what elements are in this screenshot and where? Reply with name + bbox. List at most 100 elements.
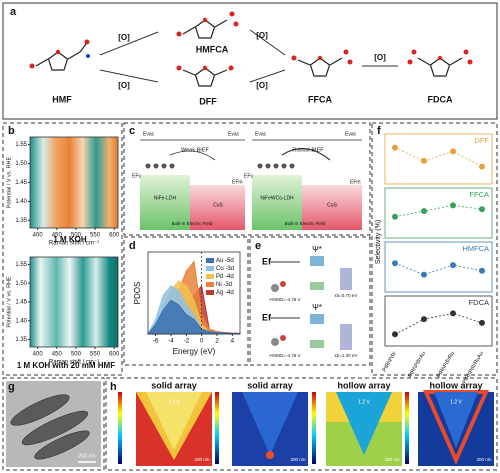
panel-frame — [2, 377, 105, 471]
selectivity-point — [392, 144, 398, 151]
raman-map — [30, 137, 118, 228]
selectivity-point — [450, 148, 456, 155]
x-tick-label: 400 — [33, 352, 44, 358]
energy-level: Evac — [255, 131, 267, 137]
y-axis-label: Selectivity (%) — [375, 220, 382, 264]
panel-frame — [105, 377, 498, 471]
selectivity-point — [392, 213, 398, 220]
subplot-frame — [384, 295, 493, 347]
scale-label: 200 nm — [384, 457, 399, 462]
legend-swatch — [206, 282, 214, 287]
series-label: FFCA — [469, 190, 489, 199]
compound-name: HMFCA — [196, 44, 229, 54]
scale-label: 200 nm — [290, 457, 305, 462]
panel-label: a — [10, 6, 17, 18]
annotation: Robust BIEF — [292, 147, 324, 153]
panel-frame — [2, 122, 123, 376]
series-label: HMFCA — [462, 244, 489, 253]
selectivity-line — [394, 312, 483, 335]
y-tick-label: 1.40 — [15, 199, 27, 205]
y-tick-label: 1.40 — [15, 318, 27, 324]
condition: 1 M KOH with 20 mM HMF — [17, 361, 115, 370]
y-tick-label: 1.55 — [15, 142, 27, 148]
legend-label: Ag -4d — [216, 290, 234, 296]
x-axis-label: Raman shift / cm⁻¹ — [49, 360, 99, 366]
condition: 1 M KOH — [53, 235, 87, 244]
x-tick-label: -4 — [168, 338, 174, 345]
annotation: HOMO=-4.76 V — [269, 297, 300, 302]
panel-frame — [2, 2, 498, 120]
arrows — [99, 29, 398, 83]
selectivity-point — [421, 157, 427, 164]
panel-label: c — [129, 125, 135, 137]
legend-label: Pd -4d — [216, 274, 234, 280]
selectivity-point — [450, 310, 456, 317]
panel-label: h — [110, 381, 117, 393]
legend-label: Cu -3d — [216, 266, 234, 272]
reagent: [O] — [118, 33, 130, 42]
legend-label: Ni -3d — [216, 282, 232, 288]
x-tick-label: 450 — [52, 352, 63, 358]
series-label: DFF — [474, 136, 489, 145]
reagent: [O] — [374, 53, 386, 62]
y-axis-label: Potential / V vs. RHE — [6, 276, 12, 328]
energy-level: Evac — [345, 131, 357, 137]
field-maps — [118, 390, 494, 466]
legend-swatch — [206, 266, 214, 271]
panel-frame — [249, 236, 371, 366]
selectivity-point — [479, 206, 485, 213]
y-tick-label: 1.50 — [15, 281, 27, 287]
selectivity-point — [392, 331, 398, 338]
x-tick-label: 550 — [90, 233, 101, 239]
x-tick-label: 600 — [109, 233, 120, 239]
legend-swatch — [206, 258, 214, 263]
selectivity-point — [450, 262, 456, 269]
selectivity-point — [421, 271, 427, 278]
compound-name: DFF — [199, 96, 217, 106]
compound-name: FFCA — [308, 94, 332, 104]
selectivity-line — [394, 262, 483, 276]
x-tick-label: 550 — [90, 352, 101, 358]
y-tick-label: 1.35 — [15, 337, 27, 343]
x-axis-label: Raman shift / cm⁻¹ — [49, 241, 99, 247]
map-title: hollow array — [337, 380, 390, 390]
annotation: Built-in Electric Field — [172, 221, 213, 226]
nanoparticles — [10, 394, 90, 460]
x-tick-label: 4 — [231, 338, 235, 345]
legend-swatch — [206, 274, 214, 279]
annotation: εb=1.30 eV — [335, 353, 358, 358]
selectivity-point — [421, 316, 427, 323]
subplot-frame — [384, 187, 493, 239]
y-axis-label: PDOS — [133, 282, 142, 305]
energy-level: Ef — [262, 256, 272, 266]
material: NiFe-LDH — [154, 195, 177, 201]
energy-level: EFm — [232, 179, 243, 185]
material: CuS — [327, 202, 337, 208]
scale-label: 200 nm — [476, 457, 491, 462]
energy-level: Evac — [143, 131, 155, 137]
annotation: εb=0.70 eV — [335, 293, 358, 298]
x-axis-label: Energy (eV) — [173, 347, 216, 356]
panel-label: b — [8, 125, 15, 137]
raman-map — [30, 257, 118, 347]
annotation: HOMO=-4.76 V — [269, 353, 300, 358]
panel-frame — [123, 122, 371, 236]
subplot-frame — [384, 241, 493, 293]
selectivity-point — [421, 208, 427, 215]
panel-label: f — [377, 125, 381, 137]
scale-label: 200 nm — [79, 453, 96, 459]
potential-label: 1.2 V — [358, 399, 370, 405]
panel-label: e — [255, 240, 261, 252]
selectivity-point — [479, 319, 485, 326]
material: CuS — [213, 202, 223, 208]
selectivity-point — [479, 267, 485, 274]
y-axis-label: Potential / V vs. RHE — [6, 156, 12, 208]
reagent: [O] — [118, 81, 130, 90]
selectivity-line — [394, 204, 483, 218]
x-tick-label: PtRhPdIr — [382, 351, 398, 373]
selectivity-point — [450, 202, 456, 209]
y-tick-label: 1.45 — [15, 180, 27, 186]
map-title: solid array — [151, 380, 197, 390]
selectivity-point — [392, 260, 398, 267]
x-tick-label: 400 — [33, 233, 44, 239]
